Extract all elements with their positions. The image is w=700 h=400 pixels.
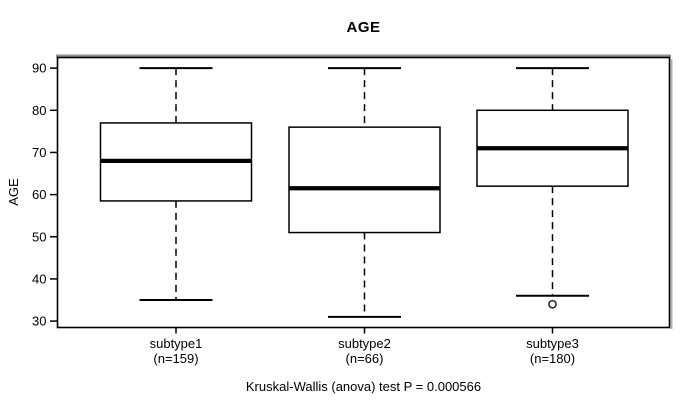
plot-frame	[56, 56, 671, 329]
category-count: (n=159)	[153, 351, 199, 366]
category-count: (n=66)	[345, 351, 384, 366]
category-name: subtype3	[526, 336, 579, 351]
y-tick-label: 70	[32, 145, 46, 160]
y-tick-label: 40	[32, 271, 46, 286]
y-tick-label: 30	[32, 314, 46, 329]
category-name: subtype1	[149, 336, 203, 351]
chart-title: AGE	[346, 19, 381, 36]
y-tick-label: 50	[32, 229, 46, 244]
iqr-box-subtype2	[288, 126, 441, 234]
y-tick-label: 80	[32, 103, 46, 118]
category-count: (n=180)	[529, 351, 576, 366]
category-label-subtype3: subtype3 (n=180)	[463, 336, 643, 366]
y-tick-label: 90	[32, 61, 46, 76]
stat-test-annotation: Kruskal-Wallis (anova) test P = 0.000566	[245, 379, 482, 394]
category-name: subtype2	[338, 336, 391, 351]
category-label-subtype2: subtype2 (n=66)	[275, 336, 455, 366]
outlier-point	[548, 299, 557, 309]
y-tick-label: 60	[32, 187, 46, 202]
category-label-subtype1: subtype1 (n=159)	[86, 336, 266, 366]
